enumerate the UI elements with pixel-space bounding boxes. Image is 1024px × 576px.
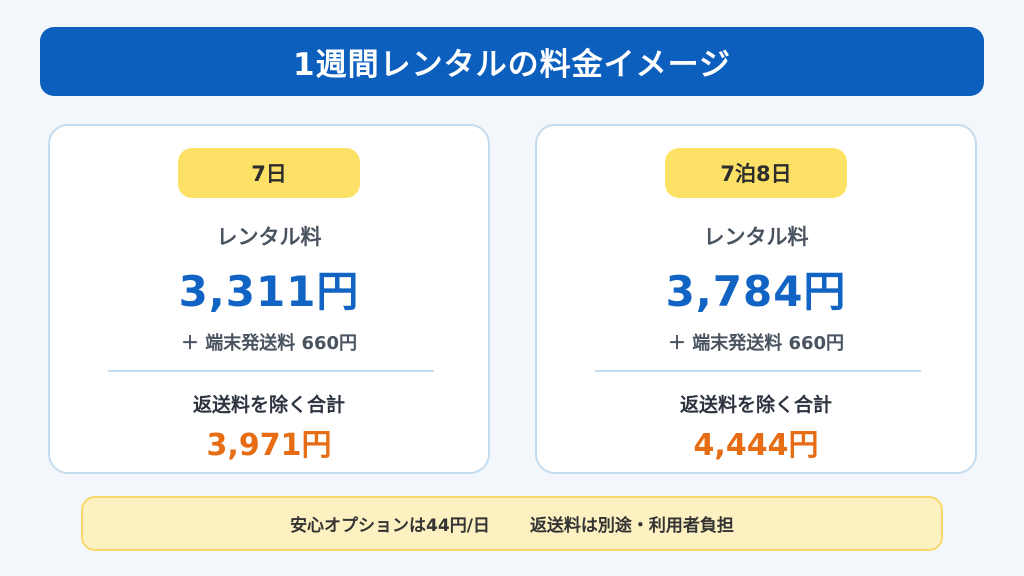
duration-badge: 7日 [178, 148, 360, 198]
rental-fee-label: レンタル料 [703, 225, 809, 249]
total-price: 3,971円 [206, 428, 332, 463]
rental-price: 3,784円 [665, 267, 847, 316]
plan-card-7-days: 7日 レンタル料 3,311円 ＋ 端末発送料 660円 返送料を除く合計 3,… [48, 124, 490, 474]
duration-badge: 7泊8日 [665, 148, 847, 198]
shipping-fee: ＋ 端末発送料 660円 [667, 333, 845, 354]
shipping-fee: ＋ 端末発送料 660円 [180, 333, 358, 354]
rental-fee-label: レンタル料 [216, 225, 322, 249]
plan-card-7-nights-8-days: 7泊8日 レンタル料 3,784円 ＋ 端末発送料 660円 返送料を除く合計 … [535, 124, 977, 474]
divider [108, 370, 434, 372]
notes-bar: 安心オプションは44円/日 返送料は別途・利用者負担 [81, 496, 943, 551]
return-fee-note: 返送料は別途・利用者負担 [529, 516, 734, 536]
rental-price: 3,311円 [178, 267, 360, 316]
title-banner: 1週間レンタルの料金イメージ [40, 27, 984, 96]
page-title: 1週間レンタルの料金イメージ [293, 47, 731, 83]
total-label: 返送料を除く合計 [192, 394, 345, 416]
option-note: 安心オプションは44円/日 [290, 516, 490, 536]
total-label: 返送料を除く合計 [679, 394, 832, 416]
total-price: 4,444円 [693, 428, 819, 463]
divider [595, 370, 921, 372]
